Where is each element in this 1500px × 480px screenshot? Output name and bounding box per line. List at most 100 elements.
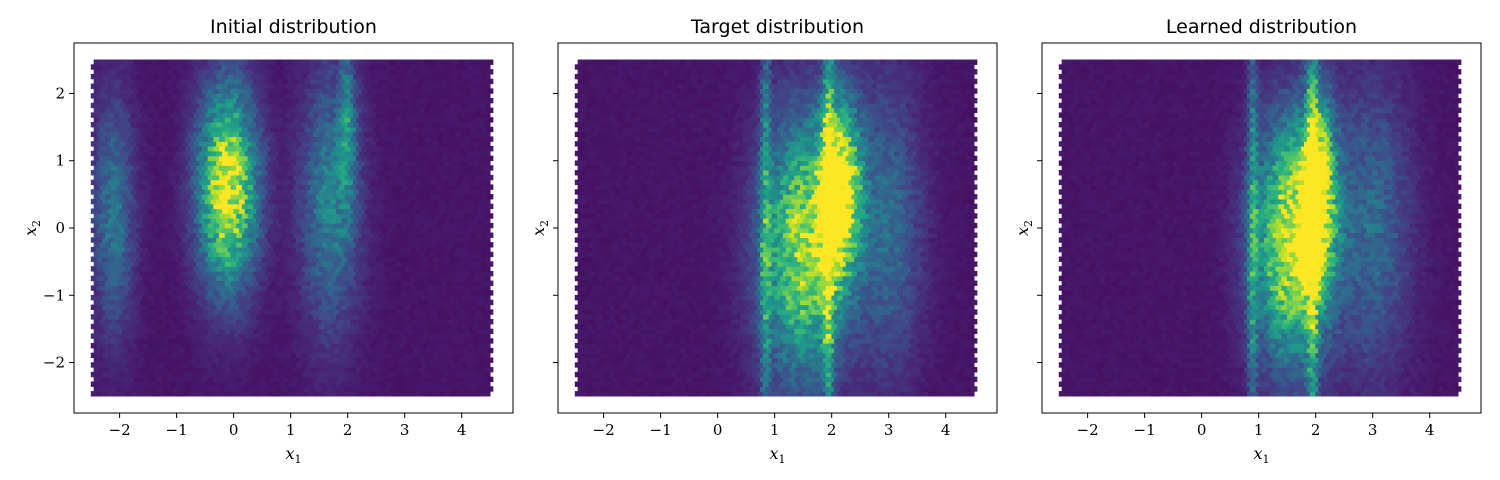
hex-cell [244,170,252,176]
hex-cell [452,386,460,392]
hex-cell [410,160,417,166]
hex-cell [404,352,411,359]
hex-cell [284,73,291,80]
hex-cell [321,338,329,344]
hex-cell [381,391,388,397]
hex-cell [244,179,252,186]
hex-cell [230,251,237,258]
hex-cell [287,146,294,152]
hex-cell [190,184,197,190]
hex-cell [469,309,477,315]
hex-cell [130,381,138,387]
hex-cell [487,261,494,267]
hex-cell [341,381,348,387]
hex-cell [170,246,177,253]
hex-cell [335,294,343,301]
hex-cell [102,93,109,99]
hex-cell [390,155,397,162]
hex-cell [204,256,212,262]
hex-cell [236,184,243,190]
hex-cell [338,232,346,238]
hex-cell [455,170,462,176]
hex-cell [156,242,163,248]
hex-cell [412,386,420,392]
hex-cell [478,218,485,224]
hex-cell [236,251,243,258]
hex-cell [107,391,115,397]
hex-cell [350,386,357,392]
hex-cell [461,198,468,205]
hex-cell [204,121,212,128]
hex-cell [475,136,482,142]
hex-cell [335,170,343,176]
hex-cell [407,232,414,238]
hex-cell [164,246,172,253]
hex-cell [401,107,408,113]
hex-cell [167,213,175,219]
hex-cell [227,160,234,166]
hex-cell [447,242,454,248]
hex-cell [241,78,249,85]
hex-cell [125,131,132,138]
hex-cell [210,304,217,310]
hex-cell [93,117,100,123]
hex-cell [404,314,411,320]
hex-cell [316,299,323,306]
hex-cell [119,256,126,262]
hex-cell [361,309,368,315]
hex-cell [335,121,343,128]
hex-cell [216,294,223,301]
hex-cell [256,112,263,118]
hex-cell [487,146,494,152]
hex-cell [244,246,252,253]
hex-cell [99,367,106,373]
hex-cell [162,319,169,325]
hex-cell [130,333,138,339]
hex-cell [264,69,271,75]
hex-cell [210,189,217,195]
hex-cell [110,222,118,229]
hex-cell [130,150,138,157]
hex-cell [142,83,149,89]
hex-cell [310,347,317,354]
hex-cell [364,266,371,272]
hex-cell [144,357,152,363]
hex-cell [187,141,195,147]
hex-cell [276,357,283,363]
hex-cell [207,97,214,104]
hex-cell [253,136,260,142]
hex-cell [355,136,363,142]
hex-cell [184,136,192,142]
hex-cell [153,93,160,99]
hex-cell [415,121,423,128]
hex-cell [258,213,266,219]
hex-cell [221,198,229,205]
hex-cell [144,376,152,383]
hex-cell [184,194,192,200]
hex-cell [278,160,286,166]
hex-cell [427,198,434,205]
hex-cell [164,314,172,320]
hex-cell [281,261,289,267]
hex-cell [261,314,269,320]
hex-cell [219,328,226,335]
hex-cell [444,170,451,176]
hex-cell [461,343,468,349]
hex-cell [167,146,175,152]
hex-cell [478,189,485,195]
hex-cell [296,93,303,99]
hex-cell [125,371,132,378]
hex-cell [179,107,186,113]
hex-cell [341,266,348,272]
hex-cell [364,237,371,243]
hex-cell [452,213,460,219]
hex-cell [398,266,405,272]
hex-cell [276,386,283,392]
hex-cell [313,131,320,138]
hex-cell [392,275,400,282]
hex-cell [441,309,448,315]
hex-cell [99,136,106,142]
hex-cell [253,338,260,344]
hex-cell [256,391,263,397]
hex-cell [407,203,414,210]
